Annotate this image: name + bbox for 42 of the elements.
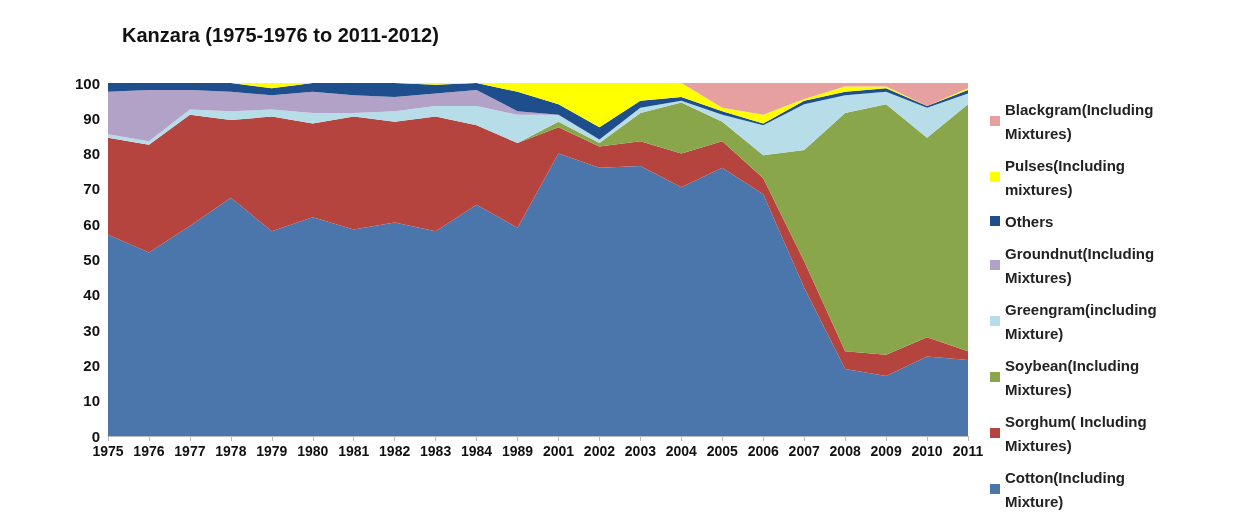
x-tick-label: 1978 xyxy=(215,443,247,459)
x-tick-label: 2003 xyxy=(624,443,657,459)
x-tick-label: 2007 xyxy=(788,443,820,459)
x-tick-label: 2009 xyxy=(870,443,902,459)
y-tick-label: 50 xyxy=(83,251,100,268)
chart-title: Kanzara (1975-1976 to 2011-2012) xyxy=(122,24,439,46)
x-tick-label: 2010 xyxy=(911,443,943,459)
y-tick-label: 60 xyxy=(83,215,100,233)
x-tick-label: 1979 xyxy=(256,443,288,459)
y-tick-label: 90 xyxy=(83,109,100,127)
x-tick-label: 1981 xyxy=(338,443,370,459)
y-tick-label: 0 xyxy=(91,427,100,445)
legend-label: Blackgram(Including Mixtures) xyxy=(1005,100,1158,142)
y-tick-label: 10 xyxy=(83,392,100,410)
x-tick-label: 2006 xyxy=(747,443,780,459)
y-tick-label: 20 xyxy=(83,356,100,374)
legend-label: Soybean(Including Mixtures) xyxy=(1005,356,1144,398)
x-tick-label: 1975 xyxy=(92,443,124,459)
x-tick-label: 2001 xyxy=(542,443,575,459)
x-tick-label: 2008 xyxy=(829,443,861,459)
legend-label: Sorghum( Including Mixtures) xyxy=(1005,412,1151,454)
y-tick-label: 70 xyxy=(83,180,100,198)
y-tick-label: 30 xyxy=(83,321,100,339)
x-tick-label: 2002 xyxy=(583,443,616,459)
x-tick-label: 1982 xyxy=(379,443,411,459)
x-tick-label: 2005 xyxy=(706,443,739,459)
y-tick-label: 80 xyxy=(83,145,100,163)
legend-label: Pulses(Including mixtures) xyxy=(1005,156,1130,198)
x-tick-label: 1976 xyxy=(133,443,165,459)
x-tick-label: 2011 xyxy=(952,443,984,459)
x-tick-label: 1977 xyxy=(174,443,206,459)
legend-label: Greengram(including Mixture) xyxy=(1005,300,1161,342)
x-tick-label: 2004 xyxy=(665,443,698,459)
x-tick-label: 1983 xyxy=(420,443,452,459)
y-tick-label: 40 xyxy=(83,286,100,304)
legend-label: Others xyxy=(1005,212,1054,230)
x-tick-label: 1984 xyxy=(460,443,493,459)
y-tick-label: 100 xyxy=(74,74,100,92)
legend-label: Cotton(Including Mixture) xyxy=(1005,468,1130,510)
x-tick-label: 1980 xyxy=(297,443,329,459)
legend-label: Groundnut(Including Mixtures) xyxy=(1005,244,1159,286)
x-tick-label: 1989 xyxy=(501,443,534,459)
